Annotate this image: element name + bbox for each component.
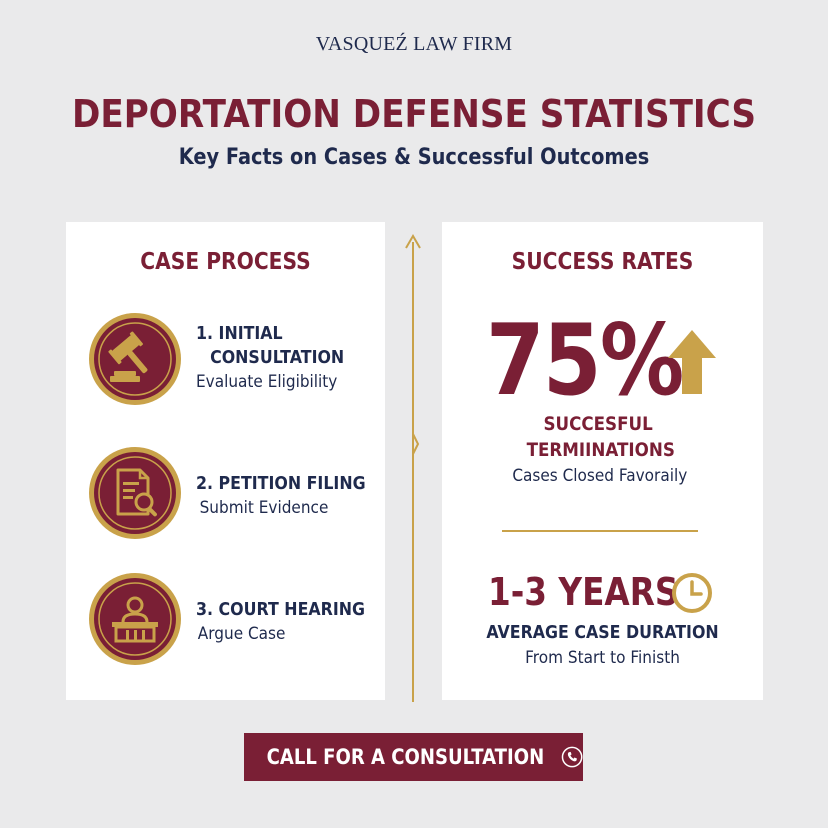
step-1-subtitle: Evaluate Eligibility xyxy=(196,372,338,392)
call-consultation-button[interactable]: CALL FOR A CONSULTATION xyxy=(244,733,583,781)
courtroom-icon xyxy=(89,573,181,665)
call-consultation-label: CALL FOR A CONSULTATION xyxy=(266,745,545,769)
success-label-line2: TERMIINATIONS xyxy=(526,439,675,461)
case-process-panel: CASE PROCESS 1. INITIAL CONSULTATION Eva… xyxy=(66,222,385,700)
success-percent: 75% xyxy=(486,304,684,418)
phone-icon xyxy=(561,746,583,768)
firm-name: VASQUEŹ LAW FIRM xyxy=(315,33,513,55)
page-subtitle: Key Facts on Cases & Successful Outcomes xyxy=(178,145,650,170)
success-subtitle: Cases Closed Favoraily xyxy=(512,466,688,486)
step-2-title: 2. PETITION FILING xyxy=(196,473,366,494)
document-search-icon xyxy=(89,447,181,539)
case-duration-value: 1-3 YEARS xyxy=(488,570,679,614)
step-3-title: 3. COURT HEARING xyxy=(196,599,366,620)
step-1-title-line2: CONSULTATION xyxy=(210,347,345,368)
page-title: DEPORTATION DEFENSE STATISTICS xyxy=(71,92,757,136)
success-rates-heading: SUCCESS RATES xyxy=(511,249,694,275)
case-duration-subtitle: From Start to Finisth xyxy=(525,648,680,668)
section-divider xyxy=(502,530,698,532)
timeline-arrow-icon xyxy=(405,234,421,702)
step-2-subtitle: Submit Evidence xyxy=(199,498,329,518)
step-initial-consultation: 1. INITIAL CONSULTATION Evaluate Eligibi… xyxy=(88,312,378,408)
step-court-hearing: 3. COURT HEARING Argue Case xyxy=(88,572,378,668)
case-duration-label: AVERAGE CASE DURATION xyxy=(486,622,719,643)
success-rates-panel: SUCCESS RATES 75% SUCCESFUL TERMIINATION… xyxy=(442,222,763,700)
step-petition-filing: 2. PETITION FILING Submit Evidence xyxy=(88,446,378,542)
arrow-up-icon xyxy=(668,330,716,394)
step-3-subtitle: Argue Case xyxy=(197,624,286,644)
case-process-heading: CASE PROCESS xyxy=(140,249,311,275)
clock-icon xyxy=(672,573,712,613)
success-label-line1: SUCCESFUL xyxy=(543,413,653,435)
step-1-title-line1: 1. INITIAL xyxy=(196,323,283,344)
gavel-icon xyxy=(89,313,181,405)
